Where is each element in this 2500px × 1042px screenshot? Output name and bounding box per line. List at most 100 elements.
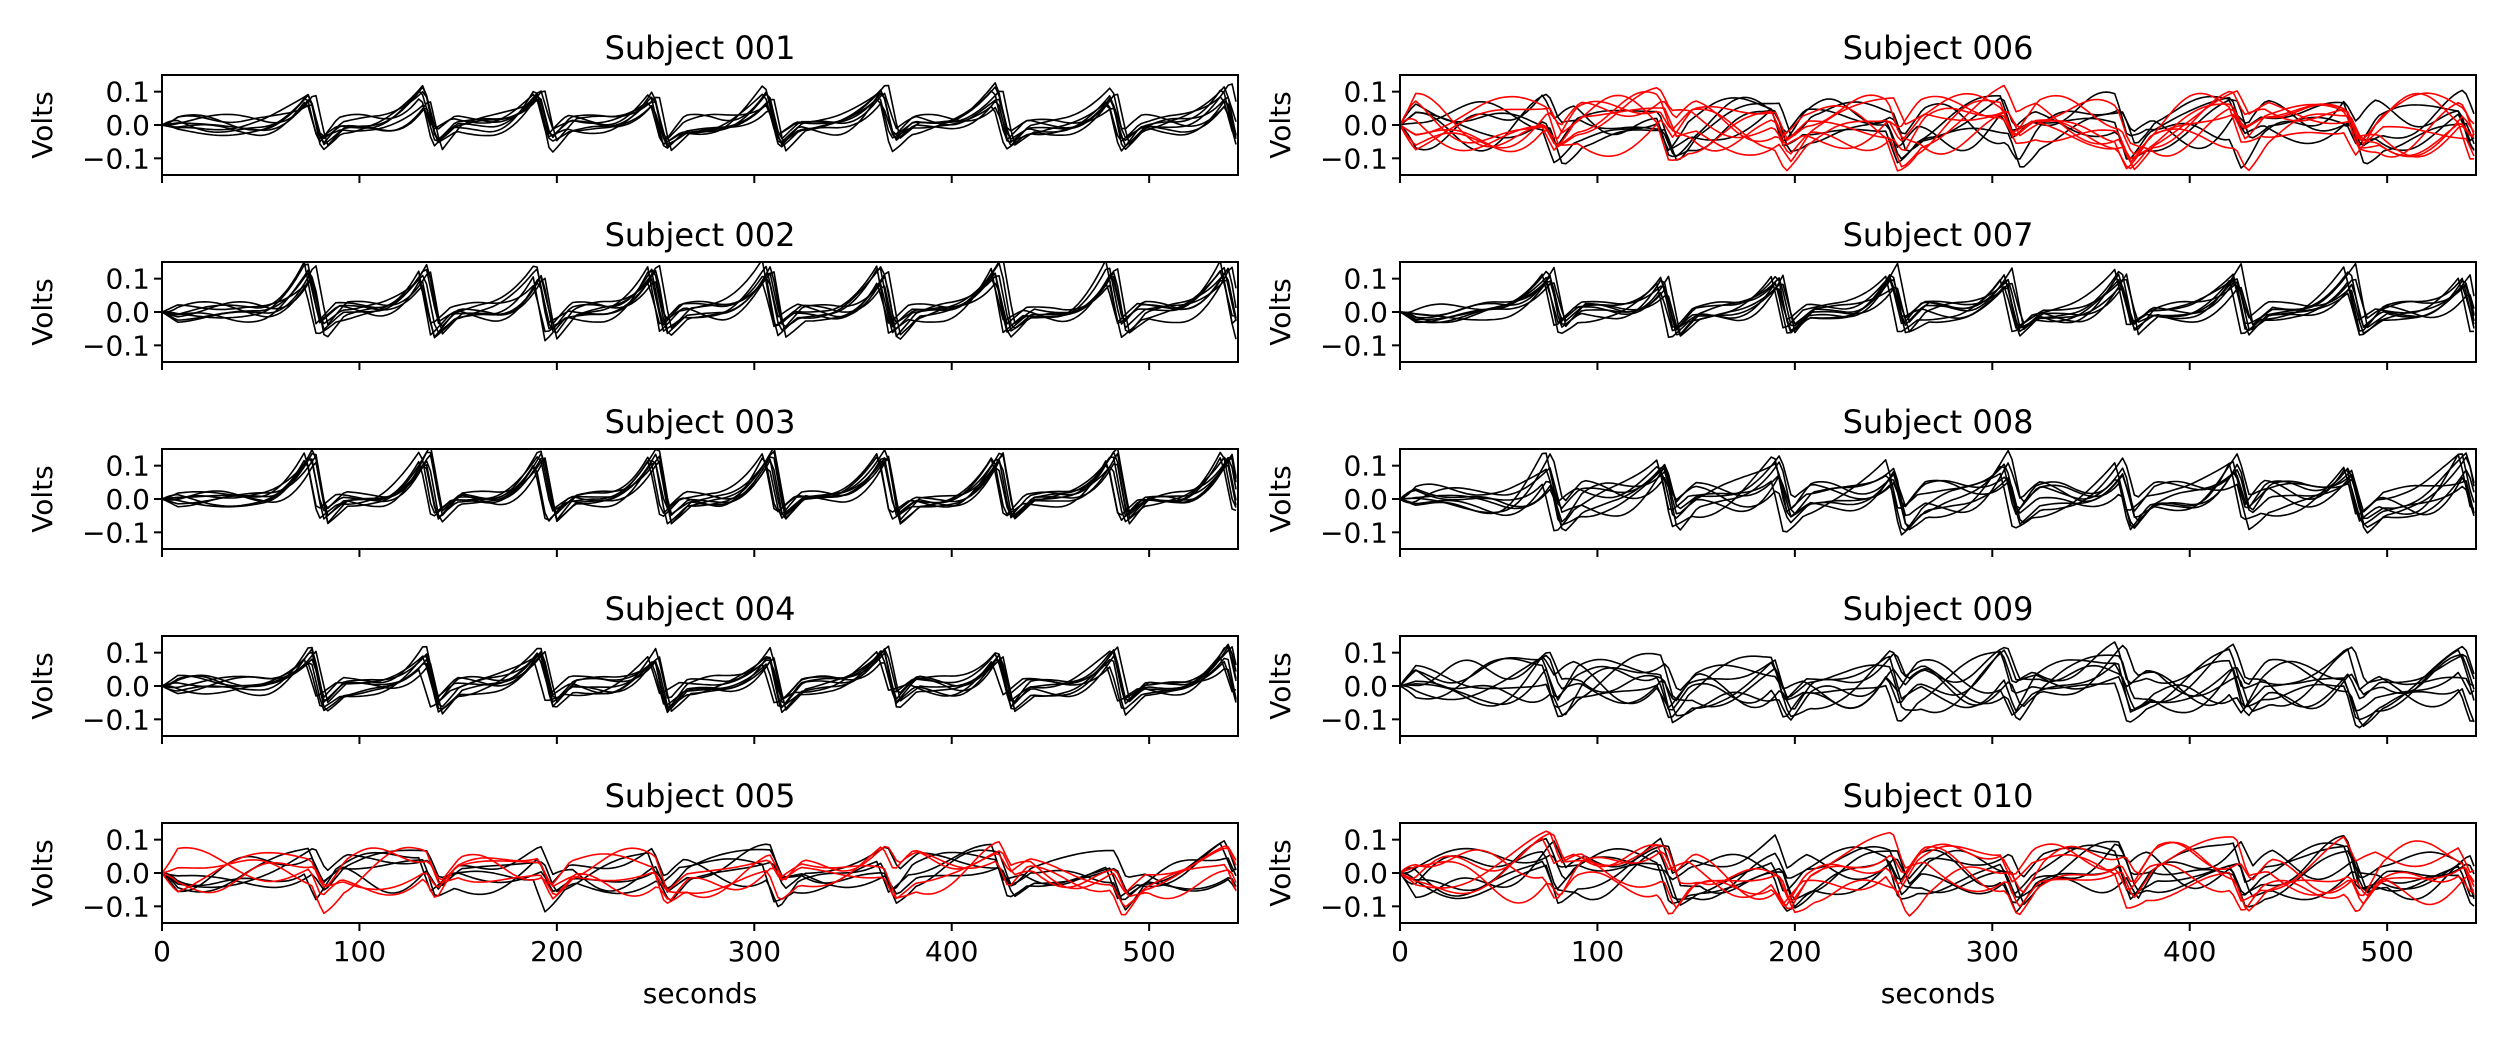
trace-line — [162, 86, 1237, 149]
y-axis-label: Volts — [26, 278, 59, 345]
traces — [1400, 641, 2475, 729]
y-tick-label: 0.0 — [105, 857, 150, 890]
y-tick-label: 0.1 — [1343, 263, 1388, 296]
y-tick-label: 0.1 — [1343, 824, 1388, 857]
trace-line — [162, 87, 1237, 148]
y-tick-label: 0.0 — [105, 670, 150, 703]
trace-line — [1400, 455, 2475, 532]
y-tick-label: −0.1 — [1320, 329, 1388, 362]
panel-title: Subject 001 — [605, 29, 796, 67]
traces — [162, 643, 1237, 716]
y-tick-label: 0.1 — [1343, 76, 1388, 109]
trace-line — [1400, 643, 2475, 718]
trace-line — [162, 449, 1237, 525]
trace-line — [162, 456, 1237, 523]
y-tick-label: 0.1 — [105, 637, 150, 670]
trace-line — [1400, 273, 2475, 335]
traces — [1400, 449, 2475, 536]
trace-line — [1400, 834, 2475, 912]
x-tick-label: 200 — [530, 935, 583, 968]
trace-line — [162, 650, 1237, 712]
x-tick-label: 200 — [1768, 935, 1821, 968]
y-tick-label: 0.1 — [105, 450, 150, 483]
trace-line-flagged — [162, 845, 1237, 901]
trace-line-flagged — [1400, 830, 2475, 909]
trace-line — [1400, 834, 2475, 914]
y-axis-label: Volts — [1264, 652, 1297, 719]
panel-title: Subject 008 — [1843, 403, 2034, 441]
y-tick-label: −0.1 — [1320, 890, 1388, 923]
trace-line — [1400, 275, 2475, 336]
x-tick-label: 400 — [2163, 935, 2216, 968]
x-tick-label: 300 — [728, 935, 781, 968]
trace-line — [162, 266, 1237, 338]
y-axis-label: Volts — [26, 465, 59, 532]
trace-line — [1400, 655, 2475, 716]
trace-line — [162, 645, 1237, 716]
trace-line-flagged — [162, 841, 1237, 915]
trace-line-flagged — [1400, 92, 2475, 172]
subplot-subject-004: Subject 004 0.10.0−0.1 Volts — [26, 590, 1239, 744]
traces — [162, 449, 1237, 525]
trace-line — [162, 449, 1237, 525]
trace-line — [1400, 270, 2475, 337]
trace-line-flagged — [1400, 87, 2475, 170]
y-tick-label: 0.1 — [1343, 637, 1388, 670]
x-tick-label: 0 — [1391, 935, 1409, 968]
trace-line — [162, 848, 1237, 895]
x-tick-label: 500 — [2360, 935, 2413, 968]
y-tick-label: 0.0 — [1343, 296, 1388, 329]
panel-title: Subject 010 — [1843, 777, 2034, 815]
panel-title: Subject 005 — [605, 777, 796, 815]
x-axis-label: seconds — [1881, 977, 1995, 1010]
y-axis-label: Volts — [26, 652, 59, 719]
trace-line — [1400, 449, 2475, 534]
subplot-subject-003: Subject 003 0.10.0−0.1 Volts — [26, 403, 1239, 557]
y-tick-label: 0.0 — [1343, 670, 1388, 703]
panel-title: Subject 009 — [1843, 590, 2034, 628]
y-tick-label: 0.0 — [1343, 857, 1388, 890]
y-axis-label: Volts — [26, 91, 59, 158]
x-axis-label: seconds — [643, 977, 757, 1010]
trace-line — [1400, 645, 2475, 728]
x-tick-label: 500 — [1122, 935, 1175, 968]
y-tick-label: 0.0 — [105, 483, 150, 516]
trace-line-flagged — [162, 845, 1237, 908]
trace-line-flagged — [1400, 836, 2475, 909]
trace-line — [162, 268, 1237, 337]
y-axis-label: Volts — [1264, 839, 1297, 906]
traces — [1400, 84, 2475, 172]
traces — [162, 262, 1237, 342]
y-tick-label: −0.1 — [1320, 703, 1388, 736]
y-tick-label: 0.1 — [105, 263, 150, 296]
y-tick-label: −0.1 — [82, 516, 150, 549]
y-axis-label: Volts — [1264, 278, 1297, 345]
trace-line — [162, 452, 1237, 521]
traces — [162, 840, 1237, 916]
trace-line — [1400, 266, 2475, 338]
traces — [1400, 830, 2475, 917]
y-tick-label: −0.1 — [82, 142, 150, 175]
trace-line-flagged — [1400, 840, 2475, 916]
y-axis-label: Volts — [1264, 465, 1297, 532]
trace-line — [1400, 278, 2475, 335]
subplot-subject-009: Subject 009 0.10.0−0.1 Volts — [1264, 590, 2477, 744]
subplot-subject-002: Subject 002 0.10.0−0.1 Volts — [26, 216, 1239, 370]
trace-line — [162, 651, 1237, 708]
y-axis-label: Volts — [1264, 91, 1297, 158]
subplot-subject-001: Subject 001 0.10.0−0.1 Volts — [26, 29, 1239, 183]
trace-line-flagged — [1400, 843, 2475, 915]
x-tick-label: 100 — [333, 935, 386, 968]
y-axis-label: Volts — [26, 839, 59, 906]
trace-line — [1400, 95, 2475, 164]
y-tick-label: −0.1 — [82, 329, 150, 362]
trace-line-flagged — [1400, 91, 2475, 158]
trace-line — [1400, 644, 2475, 716]
y-tick-label: 0.0 — [1343, 109, 1388, 142]
trace-line — [1400, 840, 2475, 909]
trace-line-flagged — [1400, 84, 2475, 168]
y-tick-label: −0.1 — [1320, 142, 1388, 175]
trace-line — [1400, 452, 2475, 536]
